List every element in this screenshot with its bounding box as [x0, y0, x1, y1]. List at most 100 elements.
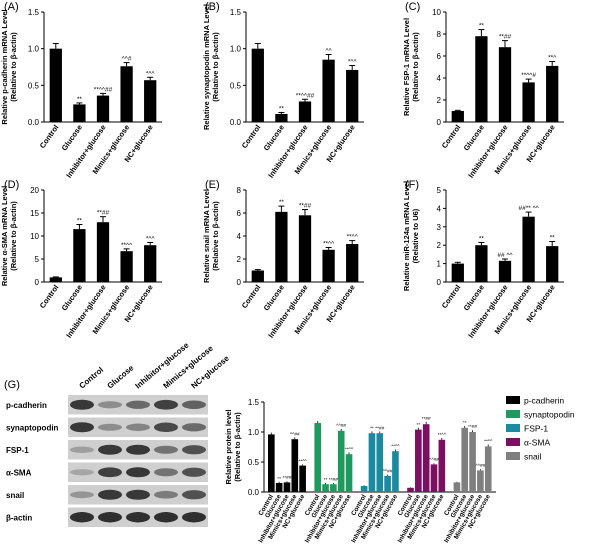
bar	[314, 423, 322, 492]
blot-band	[182, 467, 206, 477]
y-tick-label: 10	[432, 8, 441, 17]
bar	[337, 430, 345, 492]
panel-label: (E)	[205, 179, 220, 191]
y-tick-label: 0.5	[248, 458, 260, 467]
significance-label: ##** ^^	[518, 205, 539, 212]
bar	[275, 211, 288, 282]
blot-band	[182, 423, 206, 432]
legend-label: FSP-1	[524, 424, 548, 434]
bar	[368, 433, 376, 492]
blot-band	[70, 512, 94, 523]
chart-panels: (A) 0.0 0.5 1.0 1.5 Relative p-cadherin mRNA …	[0, 1, 564, 340]
y-tick-label: 6	[437, 52, 442, 61]
bar	[96, 222, 110, 282]
bar	[438, 439, 446, 492]
y-axis-label: Relative synaptopodin mRNA Level	[202, 4, 211, 130]
bar	[498, 47, 512, 123]
blot-band	[98, 489, 122, 500]
blot-band	[154, 422, 178, 432]
bar	[384, 475, 391, 492]
x-tick-label: Control	[440, 123, 463, 150]
bar	[298, 101, 312, 122]
significance-label: **##	[422, 416, 431, 422]
y-axis-label: (Relative to U6)	[411, 208, 420, 263]
significance-label: **^^	[391, 443, 400, 449]
blot-band	[70, 491, 94, 499]
panel-3: (D) 0 5 10 15 20 Relative α-SMA mRNA Level (Rel…	[0, 179, 162, 340]
bar	[275, 113, 288, 122]
blot-row-label: α-SMA	[6, 469, 32, 478]
blot-band	[182, 512, 206, 523]
significance-label: **##	[499, 34, 512, 41]
blot-row-label: β-actin	[6, 514, 32, 523]
legend-label: α-SMA	[524, 438, 550, 448]
blot-band	[70, 399, 94, 410]
bar	[120, 66, 133, 122]
significance-label: **	[370, 425, 374, 431]
panel-1: (B) 0.0 0.5 1.0 1.5 Relative synaptopodin mRN…	[202, 1, 364, 180]
y-tick-label: 0.5	[28, 81, 40, 90]
significance-label: *^^	[146, 235, 156, 242]
bar	[522, 216, 535, 282]
bar	[268, 434, 275, 492]
y-tick-label: 1.5	[28, 8, 40, 17]
bar	[498, 260, 512, 282]
blot-row-label: p-cadherin	[6, 401, 47, 410]
significance-label: **##	[468, 424, 477, 430]
blot-band	[98, 512, 122, 523]
bar	[451, 111, 464, 122]
blot-band	[126, 400, 150, 409]
y-tick-label: 4	[237, 232, 242, 241]
y-tick-label: 5	[437, 186, 442, 195]
bar	[546, 65, 559, 122]
y-tick-label: 3	[437, 223, 442, 232]
bar	[477, 470, 484, 492]
significance-label: **^^	[438, 432, 447, 438]
bar	[73, 229, 86, 282]
legend-swatch	[506, 452, 520, 460]
panel-label: (D)	[4, 179, 19, 191]
significance-label: ## ^^	[497, 252, 513, 259]
significance-label: **^^	[323, 241, 335, 248]
bar	[376, 433, 384, 492]
y-axis-label: (Relative to β-actin)	[9, 32, 18, 102]
x-tick-label: Control	[440, 283, 463, 310]
y-tick-label: 0.0	[230, 118, 242, 127]
bar	[461, 427, 469, 492]
significance-label: ^^##	[429, 457, 439, 463]
blot-band	[154, 399, 178, 410]
western-blot-panel: (G) Control GlucoseInhibitor+glucoseMimics…	[4, 340, 231, 527]
y-tick-label: 8	[437, 30, 442, 39]
panel-label: (A)	[4, 1, 19, 13]
bar	[345, 454, 353, 492]
bar	[73, 104, 86, 122]
x-tick-label: Control	[38, 283, 61, 310]
significance-label: **##	[375, 425, 384, 431]
y-tick-label: 0	[437, 118, 442, 127]
y-tick-label: 2	[437, 96, 442, 105]
significance-label: **##	[282, 475, 291, 481]
significance-label: **^^	[299, 458, 308, 464]
y-axis-label: (Relative to β-actin)	[211, 32, 220, 102]
bar	[522, 82, 535, 122]
y-tick-label: 20	[30, 186, 39, 195]
bar	[49, 48, 62, 122]
bar	[120, 251, 133, 282]
significance-label: **	[479, 235, 485, 242]
blot-band	[98, 444, 122, 455]
y-axis-label: Relative protein level	[224, 409, 233, 484]
panel-4: (E) 0 2 4 6 8 Relative snail mRNA Level (Relati…	[202, 179, 364, 340]
y-tick-label: 0	[35, 278, 40, 287]
legend-label: synaptopodin	[524, 410, 575, 420]
blot-band	[126, 467, 150, 478]
y-tick-label: 1.0	[248, 428, 260, 437]
significance-label: **	[324, 477, 328, 483]
bar	[275, 483, 283, 492]
y-axis-label: (Relative to β-actin)	[211, 201, 220, 271]
significance-label: **^^	[347, 234, 359, 241]
bar	[322, 249, 335, 282]
bar	[469, 432, 476, 492]
y-axis-label: Relative FSP-1 mRNA Level	[402, 18, 411, 116]
legend-swatch	[506, 396, 520, 404]
bar	[299, 465, 306, 492]
